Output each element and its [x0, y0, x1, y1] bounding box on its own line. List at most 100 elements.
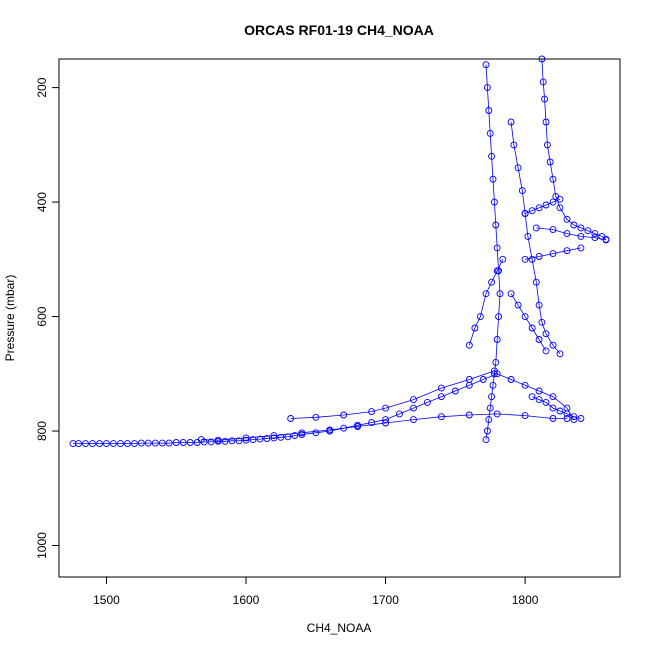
data-point: [570, 221, 578, 229]
data-point: [96, 440, 103, 448]
data-point: [410, 416, 417, 424]
data-point: [591, 230, 599, 238]
data-point: [563, 247, 571, 255]
data-point: [528, 255, 536, 263]
data-point: [542, 330, 550, 338]
plot-frame: [58, 58, 621, 578]
data-point: [507, 290, 515, 298]
series-line: [510, 293, 547, 352]
data-point: [584, 227, 592, 235]
data-point: [291, 432, 299, 440]
data-point: [496, 290, 504, 298]
x-axis-label: CH4_NOAA: [307, 621, 372, 635]
data-point: [471, 324, 479, 332]
data-point: [542, 118, 550, 126]
data-point: [489, 381, 497, 389]
data-point: [287, 415, 295, 422]
data-point: [577, 232, 585, 240]
data-point: [514, 164, 522, 172]
data-point: [228, 437, 236, 445]
data-point: [488, 152, 496, 160]
data-point: [499, 255, 507, 263]
data-point: [451, 387, 459, 395]
data-point: [495, 313, 503, 321]
data-point: [242, 434, 250, 442]
data-point: [326, 426, 334, 434]
data-point: [410, 404, 417, 412]
data-point: [123, 440, 131, 448]
y-axis-label: Pressure (mbar): [3, 275, 17, 362]
series-line: [468, 259, 504, 346]
data-point: [82, 440, 89, 448]
data-point: [486, 129, 494, 137]
data-point: [483, 427, 491, 435]
data-point: [490, 198, 498, 206]
x-tick-label: 1500: [93, 593, 120, 607]
data-point: [354, 423, 362, 430]
data-point: [493, 267, 501, 275]
series-line: [485, 64, 501, 440]
data-point: [242, 436, 250, 444]
data-point: [482, 290, 490, 298]
data-point: [483, 84, 491, 92]
data-point: [542, 201, 550, 209]
data-point: [465, 341, 473, 349]
data-point: [479, 376, 487, 383]
data-point: [465, 376, 473, 383]
y-tick-label: 400: [35, 192, 49, 212]
data-point: [488, 393, 496, 401]
data-point: [549, 226, 557, 234]
data-point: [563, 415, 571, 422]
data-point: [521, 412, 529, 420]
data-point: [507, 376, 515, 383]
data-point: [556, 350, 564, 358]
series-line: [541, 58, 607, 240]
data-point: [270, 434, 278, 442]
data-point: [549, 250, 557, 258]
data-point: [563, 230, 571, 238]
data-point: [197, 436, 205, 444]
data-point: [263, 435, 271, 442]
data-point: [130, 440, 138, 448]
data-point: [172, 439, 180, 446]
data-point: [179, 439, 187, 446]
data-point: [493, 244, 501, 252]
data-points: [69, 55, 610, 448]
data-point: [396, 410, 403, 418]
data-point: [535, 204, 543, 212]
data-point: [549, 198, 557, 206]
y-axis: 200 400 600 800 1000: [35, 77, 60, 559]
data-point: [235, 437, 243, 445]
data-point: [518, 187, 526, 195]
data-point: [207, 438, 215, 446]
data-point: [437, 413, 445, 421]
data-point: [556, 195, 564, 203]
data-point: [488, 278, 496, 286]
data-point: [535, 253, 543, 260]
data-point: [556, 407, 564, 415]
data-point: [602, 236, 610, 244]
data-point: [542, 398, 550, 406]
data-point: [549, 341, 557, 349]
data-point: [535, 301, 543, 309]
data-point: [116, 440, 124, 448]
y-tick-label: 600: [35, 306, 49, 326]
data-point: [492, 221, 500, 229]
data-point: [485, 107, 493, 114]
data-point: [510, 141, 518, 149]
x-tick-label: 1700: [372, 593, 399, 607]
series-line: [510, 121, 561, 355]
data-point: [549, 175, 557, 183]
data-point: [528, 207, 536, 215]
data-point: [528, 393, 536, 401]
data-point: [340, 411, 348, 419]
data-point: [489, 175, 497, 183]
data-point: [312, 429, 320, 437]
data-point: [541, 95, 549, 103]
series-line: [531, 396, 581, 419]
data-point: [521, 381, 529, 389]
data-point: [549, 404, 557, 412]
y-tick-label: 1000: [35, 532, 49, 559]
x-tick-label: 1800: [512, 593, 539, 607]
